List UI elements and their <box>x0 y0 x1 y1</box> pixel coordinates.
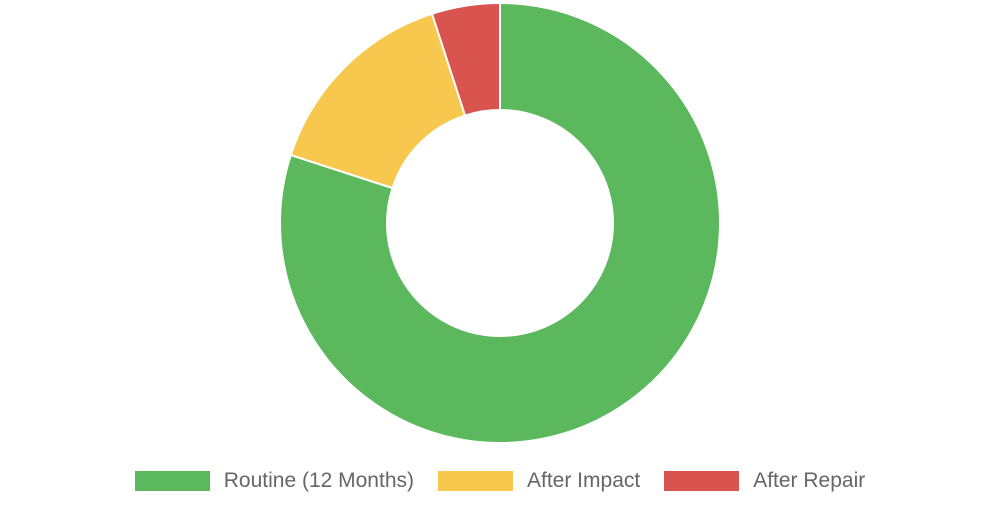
legend-label: After Repair <box>753 469 866 492</box>
slice <box>430 1 501 117</box>
legend-label: After Impact <box>527 469 641 492</box>
legend-item[interactable]: After Impact <box>438 469 640 493</box>
chart <box>279 1 721 444</box>
legend: Routine (12 Months) After Impact After Rep… <box>0 466 1000 496</box>
legend-swatch <box>134 471 210 491</box>
legend-swatch <box>664 471 740 491</box>
slice <box>279 1 721 444</box>
legend-label: Routine (12 Months) <box>223 469 414 492</box>
legend-item[interactable]: After Repair <box>664 469 865 493</box>
slice <box>289 12 467 190</box>
legend-item[interactable]: Routine (12 Months) <box>134 469 414 493</box>
legend-swatch <box>438 471 513 491</box>
